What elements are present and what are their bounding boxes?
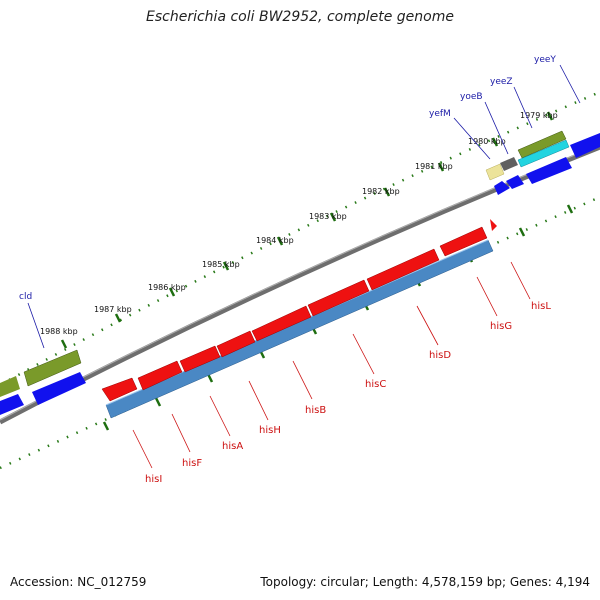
kbp-label: 1983 kbp xyxy=(309,212,347,221)
gene-label-hisH: hisH xyxy=(259,425,281,436)
gene-label-hisB: hisB xyxy=(305,405,326,416)
gene-feature-olive xyxy=(517,130,567,159)
gene-hisA xyxy=(137,360,183,391)
kbp-label: 1988 kbp xyxy=(40,327,78,336)
top-gene-labels: yeeY yeeZ yoeB yefM cld xyxy=(19,55,581,349)
accession-text: Accession: NC_012759 xyxy=(10,575,147,589)
gene-hisL xyxy=(439,226,488,257)
gene-feature-gray xyxy=(500,157,518,171)
outer-tick-ring xyxy=(0,90,600,387)
his-operon-cds xyxy=(105,239,494,419)
genome-backbone xyxy=(0,144,600,425)
outer-major-ticks xyxy=(60,111,554,349)
kbp-label: 1984 kbp xyxy=(256,236,294,245)
kbp-label: 1981 kbp xyxy=(415,162,453,171)
gene-label-hisL: hisL xyxy=(531,301,551,312)
gene-label-yeeZ: yeeZ xyxy=(490,77,513,87)
gene-arrow-blue xyxy=(506,175,524,189)
gene-feature-khaki xyxy=(485,163,505,181)
gene-arrow-blue xyxy=(570,133,600,158)
gene-label-hisG: hisG xyxy=(490,321,512,332)
gene-hisC xyxy=(251,305,312,342)
top-right-features xyxy=(485,130,600,231)
gene-label-hisI: hisI xyxy=(145,474,162,485)
gene-hisG xyxy=(366,248,440,291)
gene-label-hisF: hisF xyxy=(182,458,202,469)
kbp-label: 1987 kbp xyxy=(94,305,132,314)
gene-marker-red xyxy=(490,219,497,231)
gene-arrow-blue xyxy=(494,181,510,195)
gene-label-cld: cld xyxy=(19,292,32,302)
gene-feature-olive xyxy=(0,376,20,397)
genome-title: Escherichia coli BW2952, complete genome xyxy=(146,9,454,25)
kbp-label: 1980 kbp xyxy=(468,137,506,146)
gene-label-yeeY: yeeY xyxy=(534,55,556,65)
gene-label-hisC: hisC xyxy=(365,379,386,390)
gene-feature-cyan xyxy=(517,139,570,168)
gene-arrow-blue xyxy=(526,157,572,184)
gene-arrow-blue xyxy=(0,394,24,415)
gene-hisI xyxy=(101,377,138,402)
gene-feature-olive xyxy=(23,349,82,387)
gene-label-yoeB: yoeB xyxy=(460,92,483,102)
kbp-label: 1982 kbp xyxy=(362,187,400,196)
gene-arrow-blue xyxy=(32,372,86,405)
kbp-label: 1979 kbp xyxy=(520,111,558,120)
left-features xyxy=(0,349,86,415)
genome-summary-text: Topology: circular; Length: 4,578,159 bp… xyxy=(260,575,590,589)
his-genes xyxy=(101,226,488,402)
gene-hisD xyxy=(307,279,370,317)
kbp-label: 1986 kbp xyxy=(148,283,186,292)
kbp-labels: 1979 kbp 1980 kbp 1981 kbp 1982 kbp 1983… xyxy=(40,111,558,336)
gene-label-hisD: hisD xyxy=(429,350,451,361)
kbp-label: 1985 kbp xyxy=(202,260,240,269)
gene-hisB xyxy=(216,330,256,358)
gene-label-yefM: yefM xyxy=(429,109,451,119)
bottom-gene-labels: hisL hisG hisD hisC hisB hisH hisA hisF … xyxy=(132,261,551,485)
gene-hisH xyxy=(179,345,221,373)
gene-label-hisA: hisA xyxy=(222,441,243,452)
